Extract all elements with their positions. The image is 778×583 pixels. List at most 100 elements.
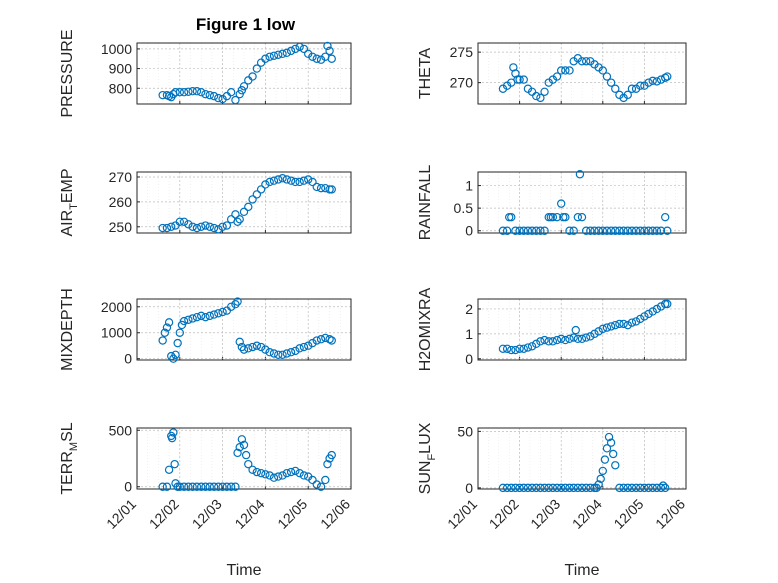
data-point: [235, 215, 244, 224]
y-axis-label: AIRTEMP: [59, 168, 80, 236]
data-point: [312, 182, 321, 192]
x-tick-label: 12/03: [527, 496, 563, 532]
data-point: [627, 483, 637, 493]
data-point: [581, 226, 591, 235]
data-point: [540, 226, 549, 235]
data-point: [323, 459, 332, 469]
data-point: [291, 466, 300, 476]
data-point: [581, 57, 591, 66]
data-point: [540, 483, 549, 493]
data-point: [252, 64, 262, 73]
data-point: [590, 329, 599, 339]
data-point: [201, 221, 210, 230]
data-point: [577, 334, 587, 344]
data-point: [265, 348, 274, 357]
data-point: [552, 72, 562, 81]
figure-title: Figure 1 low: [196, 15, 296, 34]
data-point: [184, 220, 193, 229]
data-point: [164, 465, 174, 474]
subplot-terr_msl: 12/01 12/02 12/03 12/04 12/05 12/06 0 500 TERRMS…: [59, 422, 353, 579]
data-point: [644, 226, 653, 235]
data-point: [241, 450, 251, 460]
data-point: [581, 333, 591, 342]
data-point: [325, 46, 334, 56]
data-point: [590, 226, 599, 235]
subplot-theta: 270 275 THETA: [417, 42, 687, 105]
x-tick-label: 12/06: [652, 496, 688, 532]
data-point: [248, 465, 257, 474]
data-point: [233, 217, 242, 226]
subplot-h2omixra: 0 1 2 H2OMIXRA: [417, 287, 687, 371]
data-point: [611, 226, 620, 235]
data-point: [295, 344, 304, 353]
data-point: [532, 226, 541, 235]
y-tick-label: 270: [109, 169, 133, 185]
data-point: [291, 44, 300, 54]
x-tick-label: 12/01: [444, 496, 480, 532]
data-point: [205, 482, 214, 491]
data-point: [321, 475, 330, 485]
data-point: [179, 87, 189, 97]
x-tick-label: 12/03: [189, 496, 225, 532]
data-point: [282, 175, 291, 184]
data-point: [644, 483, 653, 493]
data-point: [252, 467, 262, 477]
data-point: [218, 482, 227, 491]
y-tick-label: 1: [465, 326, 473, 342]
data-point: [552, 212, 562, 222]
data-point: [308, 52, 317, 61]
data-point: [201, 312, 210, 322]
data-point: [532, 91, 541, 101]
data-point: [171, 350, 180, 360]
data-point: [312, 336, 321, 345]
data-point: [169, 428, 178, 437]
data-point: [515, 483, 524, 493]
y-tick-label: 0: [124, 351, 132, 367]
data-point: [661, 212, 670, 222]
data-point: [519, 344, 528, 353]
data-point: [498, 483, 508, 493]
data-point: [623, 320, 632, 330]
data-point: [233, 297, 242, 306]
data-point: [615, 226, 624, 235]
data-point: [623, 483, 632, 493]
data-point: [282, 468, 291, 478]
data-point: [226, 87, 236, 97]
data-point: [239, 440, 249, 450]
data-point: [162, 223, 172, 233]
data-point: [170, 459, 179, 469]
data-point: [611, 320, 620, 330]
data-point: [278, 49, 287, 59]
subplot-pressure: 800 900 1000 PRESSURE: [59, 29, 352, 118]
data-point: [196, 482, 206, 491]
data-point: [544, 337, 553, 346]
data-point: [648, 483, 657, 493]
subplot-rainfall: 0 0.5 1 RAINFALL: [417, 165, 687, 240]
data-point: [561, 483, 570, 493]
data-point: [164, 318, 174, 327]
data-point: [316, 335, 326, 344]
data-point: [316, 55, 326, 64]
data-point: [265, 52, 274, 61]
data-point: [532, 483, 541, 493]
axes-box: [136, 42, 352, 105]
data-point: [218, 94, 227, 104]
data-point: [515, 75, 524, 84]
data-point: [162, 323, 172, 332]
data-point: [519, 75, 528, 84]
data-point: [661, 73, 670, 82]
data-point: [321, 183, 330, 193]
x-tick-label: 12/04: [569, 496, 605, 532]
data-point: [527, 483, 537, 493]
data-point: [598, 226, 608, 235]
y-tick-label: 500: [109, 422, 133, 438]
data-point: [299, 471, 309, 480]
data-point: [596, 474, 605, 484]
data-point: [636, 81, 645, 90]
data-point: [548, 212, 558, 222]
data-point: [256, 58, 266, 67]
data-point: [557, 483, 566, 493]
y-axis-label: THETA: [417, 48, 434, 100]
